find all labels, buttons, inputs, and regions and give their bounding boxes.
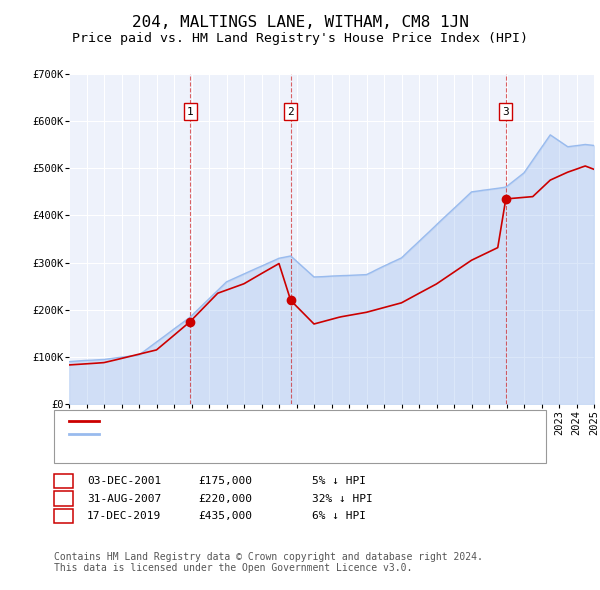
Text: 32% ↓ HPI: 32% ↓ HPI: [312, 494, 373, 503]
Text: 204, MALTINGS LANE, WITHAM, CM8 1JN (detached house): 204, MALTINGS LANE, WITHAM, CM8 1JN (det…: [105, 417, 456, 426]
Text: 3: 3: [60, 512, 67, 521]
Text: 6% ↓ HPI: 6% ↓ HPI: [312, 512, 366, 521]
Text: 03-DEC-2001: 03-DEC-2001: [87, 476, 161, 486]
Text: £220,000: £220,000: [198, 494, 252, 503]
Text: 1: 1: [60, 476, 67, 486]
Text: 5% ↓ HPI: 5% ↓ HPI: [312, 476, 366, 486]
Text: Contains HM Land Registry data © Crown copyright and database right 2024.: Contains HM Land Registry data © Crown c…: [54, 552, 483, 562]
Text: 1: 1: [187, 107, 193, 116]
Text: £435,000: £435,000: [198, 512, 252, 521]
Text: 2: 2: [60, 494, 67, 503]
Text: 204, MALTINGS LANE, WITHAM, CM8 1JN: 204, MALTINGS LANE, WITHAM, CM8 1JN: [131, 15, 469, 30]
Text: 3: 3: [502, 107, 509, 116]
Text: £175,000: £175,000: [198, 476, 252, 486]
Text: This data is licensed under the Open Government Licence v3.0.: This data is licensed under the Open Gov…: [54, 563, 412, 573]
Text: Price paid vs. HM Land Registry's House Price Index (HPI): Price paid vs. HM Land Registry's House …: [72, 32, 528, 45]
Text: 17-DEC-2019: 17-DEC-2019: [87, 512, 161, 521]
Text: 31-AUG-2007: 31-AUG-2007: [87, 494, 161, 503]
Text: 2: 2: [287, 107, 294, 116]
Text: HPI: Average price, detached house, Braintree: HPI: Average price, detached house, Brai…: [105, 430, 409, 439]
